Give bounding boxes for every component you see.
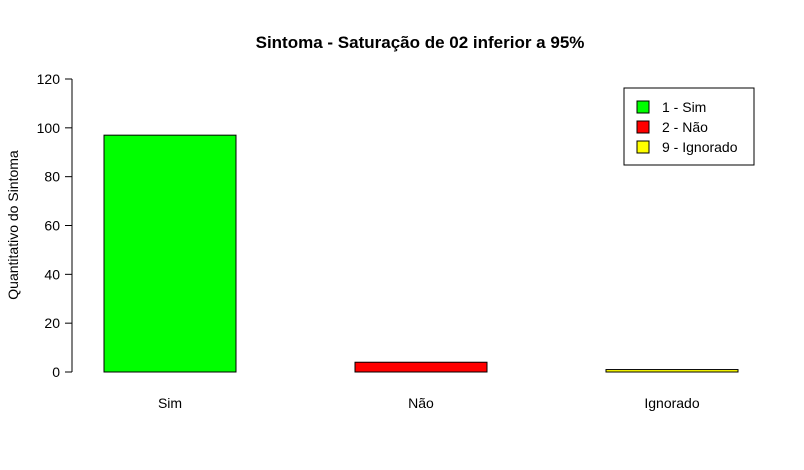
y-tick-label: 0 [52,364,60,380]
legend-label: 1 - Sim [662,99,706,115]
x-tick-label: Sim [158,395,182,411]
x-tick-label: Ignorado [644,395,699,411]
y-tick-label: 120 [37,71,61,87]
bar-nao [354,361,488,373]
x-tick-label: Não [408,395,434,411]
x-tick-labels: Sim Não Ignorado [158,395,700,411]
bars-group [103,134,739,373]
legend-swatch [636,100,650,114]
legend-swatch [636,120,650,134]
bar-sim [103,134,237,373]
y-tick-label: 60 [44,218,60,234]
legend: 1 - Sim 2 - Não 9 - Ignorado [623,87,755,166]
y-tick-label: 100 [37,120,61,136]
y-tick-label: 40 [44,266,60,282]
y-axis-label: Quantitativo do Sintoma [5,150,21,300]
legend-swatch [636,140,650,154]
y-axis: 0 20 40 60 80 100 120 [37,71,73,380]
legend-label: 9 - Ignorado [662,139,738,155]
y-tick-label: 80 [44,169,60,185]
legend-label: 2 - Não [662,119,708,135]
bar-ignorado [605,369,739,373]
chart-title: Sintoma - Saturação de 02 inferior a 95% [256,33,585,52]
y-tick-label: 20 [44,315,60,331]
